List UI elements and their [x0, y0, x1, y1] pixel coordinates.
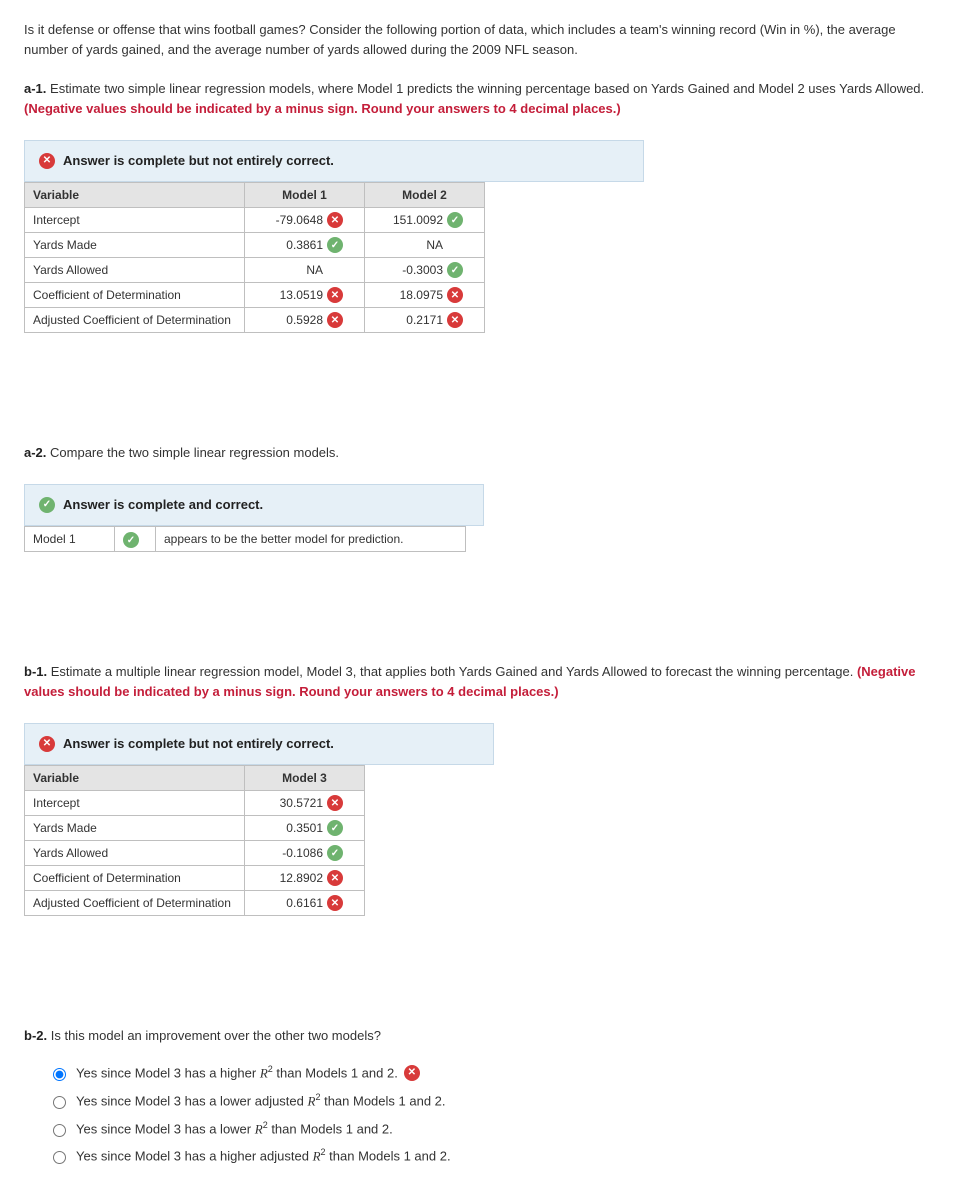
check-icon: ✓ — [123, 532, 139, 548]
var-cell: Adjusted Coefficient of Determination — [25, 890, 245, 915]
radio-label: Yes since Model 3 has a lower adjusted R… — [76, 1091, 446, 1111]
x-icon: ✕ — [327, 287, 343, 303]
th-model1: Model 1 — [245, 182, 365, 207]
x-icon: ✕ — [327, 895, 343, 911]
th-model2: Model 2 — [365, 182, 485, 207]
b1-text: Estimate a multiple linear regression mo… — [47, 664, 857, 679]
table-b1: Variable Model 3 Intercept30.5721✕Yards … — [24, 765, 365, 916]
var-cell: Coefficient of Determination — [25, 865, 245, 890]
question-b1: b-1. Estimate a multiple linear regressi… — [24, 662, 941, 701]
var-cell: Yards Made — [25, 815, 245, 840]
table-row: Intercept30.5721✕ — [25, 790, 365, 815]
table-row: Adjusted Coefficient of Determination0.6… — [25, 890, 365, 915]
var-cell: Yards Allowed — [25, 840, 245, 865]
model2-cell[interactable]: NA — [365, 232, 485, 257]
check-icon: ✓ — [447, 212, 463, 228]
model3-cell[interactable]: 12.8902✕ — [245, 865, 365, 890]
table-row: Yards AllowedNA-0.3003✓ — [25, 257, 485, 282]
radio-option[interactable]: Yes since Model 3 has a lower R2 than Mo… — [48, 1119, 941, 1139]
model3-cell[interactable]: 0.3501✓ — [245, 815, 365, 840]
check-icon: ✓ — [39, 497, 55, 513]
check-icon: ✓ — [327, 237, 343, 253]
radio-label: Yes since Model 3 has a higher R2 than M… — [76, 1063, 398, 1083]
model2-cell[interactable]: -0.3003✓ — [365, 257, 485, 282]
model2-cell[interactable]: 0.2171✕ — [365, 307, 485, 332]
question-a1: a-1. Estimate two simple linear regressi… — [24, 79, 941, 118]
a2-label: a-2. — [24, 445, 46, 460]
radio-input[interactable] — [53, 1151, 66, 1164]
table-row: Yards Made0.3861✓NA — [25, 232, 485, 257]
check-icon: ✓ — [327, 845, 343, 861]
table-row: Coefficient of Determination13.0519✕18.0… — [25, 282, 485, 307]
x-icon: ✕ — [327, 870, 343, 886]
a2-desc-cell: appears to be the better model for predi… — [156, 526, 466, 552]
radio-option[interactable]: Yes since Model 3 has a higher R2 than M… — [48, 1063, 941, 1083]
banner-text: Answer is complete and correct. — [63, 495, 263, 515]
radio-input[interactable] — [53, 1096, 66, 1109]
x-icon: ✕ — [447, 312, 463, 328]
x-icon: ✕ — [447, 287, 463, 303]
table-a1: Variable Model 1 Model 2 Intercept-79.06… — [24, 182, 485, 333]
question-b2: b-2. Is this model an improvement over t… — [24, 1026, 941, 1046]
table-row: Yards Allowed-0.1086✓ — [25, 840, 365, 865]
x-icon: ✕ — [39, 736, 55, 752]
intro-text: Is it defense or offense that wins footb… — [24, 20, 941, 59]
var-cell: Yards Made — [25, 232, 245, 257]
model1-cell[interactable]: 0.3861✓ — [245, 232, 365, 257]
var-cell: Intercept — [25, 207, 245, 232]
model1-cell[interactable]: 13.0519✕ — [245, 282, 365, 307]
x-icon: ✕ — [404, 1065, 420, 1081]
b1-label: b-1. — [24, 664, 47, 679]
radio-label: Yes since Model 3 has a higher adjusted … — [76, 1146, 451, 1166]
b2-label: b-2. — [24, 1028, 47, 1043]
a1-text: Estimate two simple linear regression mo… — [46, 81, 924, 96]
th-variable: Variable — [25, 182, 245, 207]
model1-cell[interactable]: NA — [245, 257, 365, 282]
feedback-banner-a2: ✓ Answer is complete and correct. — [24, 484, 484, 526]
table-row: Yards Made0.3501✓ — [25, 815, 365, 840]
th-model3: Model 3 — [245, 765, 365, 790]
x-icon: ✕ — [327, 212, 343, 228]
feedback-banner-a1: ✕ Answer is complete but not entirely co… — [24, 140, 644, 182]
radio-option[interactable]: Yes since Model 3 has a higher adjusted … — [48, 1146, 941, 1166]
var-cell: Yards Allowed — [25, 257, 245, 282]
feedback-banner-b1: ✕ Answer is complete but not entirely co… — [24, 723, 494, 765]
model2-cell[interactable]: 18.0975✕ — [365, 282, 485, 307]
model3-cell[interactable]: 30.5721✕ — [245, 790, 365, 815]
a1-label: a-1. — [24, 81, 46, 96]
a1-red: (Negative values should be indicated by … — [24, 101, 621, 116]
x-icon: ✕ — [327, 795, 343, 811]
a2-text: Compare the two simple linear regression… — [46, 445, 339, 460]
check-icon: ✓ — [447, 262, 463, 278]
table-row: Coefficient of Determination12.8902✕ — [25, 865, 365, 890]
b2-text: Is this model an improvement over the ot… — [47, 1028, 381, 1043]
check-icon: ✓ — [327, 820, 343, 836]
model1-cell[interactable]: -79.0648✕ — [245, 207, 365, 232]
radio-option[interactable]: Yes since Model 3 has a lower adjusted R… — [48, 1091, 941, 1111]
var-cell: Adjusted Coefficient of Determination — [25, 307, 245, 332]
var-cell: Coefficient of Determination — [25, 282, 245, 307]
x-icon: ✕ — [39, 153, 55, 169]
x-icon: ✕ — [327, 312, 343, 328]
question-a2: a-2. Compare the two simple linear regre… — [24, 443, 941, 463]
model3-cell[interactable]: 0.6161✕ — [245, 890, 365, 915]
th-variable: Variable — [25, 765, 245, 790]
model2-cell[interactable]: 151.0092✓ — [365, 207, 485, 232]
a2-status-cell: ✓ — [115, 526, 156, 552]
a2-model-cell[interactable]: Model 1 — [25, 526, 115, 552]
table-row: Adjusted Coefficient of Determination0.5… — [25, 307, 485, 332]
model1-cell[interactable]: 0.5928✕ — [245, 307, 365, 332]
model3-cell[interactable]: -0.1086✓ — [245, 840, 365, 865]
radio-input[interactable] — [53, 1068, 66, 1081]
banner-text: Answer is complete but not entirely corr… — [63, 151, 334, 171]
table-row: Intercept-79.0648✕151.0092✓ — [25, 207, 485, 232]
var-cell: Intercept — [25, 790, 245, 815]
banner-text: Answer is complete but not entirely corr… — [63, 734, 334, 754]
radio-group-b2: Yes since Model 3 has a higher R2 than M… — [48, 1063, 941, 1166]
radio-input[interactable] — [53, 1124, 66, 1137]
table-a2: Model 1 ✓ appears to be the better model… — [24, 526, 466, 553]
radio-label: Yes since Model 3 has a lower R2 than Mo… — [76, 1119, 393, 1139]
